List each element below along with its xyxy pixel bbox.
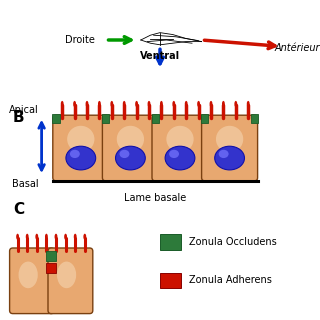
Ellipse shape	[172, 101, 175, 107]
FancyBboxPatch shape	[48, 248, 93, 314]
Bar	[46, 251, 56, 261]
Bar	[251, 114, 258, 123]
Ellipse shape	[83, 234, 86, 240]
Ellipse shape	[73, 101, 76, 107]
Bar	[152, 114, 159, 123]
Ellipse shape	[61, 101, 64, 107]
Text: Zonula Occludens: Zonula Occludens	[189, 237, 276, 247]
Ellipse shape	[16, 234, 19, 240]
Ellipse shape	[74, 234, 77, 240]
Ellipse shape	[247, 101, 250, 107]
FancyBboxPatch shape	[102, 115, 158, 181]
Ellipse shape	[64, 234, 67, 240]
Ellipse shape	[119, 150, 129, 158]
FancyBboxPatch shape	[202, 115, 258, 181]
Text: Basal: Basal	[12, 179, 38, 189]
Text: Droite: Droite	[65, 35, 95, 45]
Ellipse shape	[160, 101, 163, 107]
Bar	[160, 273, 181, 288]
Bar	[46, 263, 56, 273]
Ellipse shape	[45, 234, 48, 240]
FancyBboxPatch shape	[53, 115, 109, 181]
Ellipse shape	[169, 150, 179, 158]
Text: Ventral: Ventral	[140, 51, 180, 61]
Ellipse shape	[110, 101, 113, 107]
Ellipse shape	[117, 126, 144, 152]
Ellipse shape	[116, 146, 145, 170]
FancyBboxPatch shape	[152, 115, 208, 181]
Text: Zonula Adherens: Zonula Adherens	[189, 275, 272, 285]
Ellipse shape	[35, 234, 38, 240]
Ellipse shape	[166, 126, 194, 152]
Ellipse shape	[135, 101, 138, 107]
Ellipse shape	[66, 146, 96, 170]
Bar	[160, 234, 181, 250]
Bar	[102, 114, 109, 123]
Ellipse shape	[234, 101, 237, 107]
Bar	[52, 114, 60, 123]
Text: Antérieur: Antérieur	[275, 43, 320, 53]
Ellipse shape	[85, 101, 88, 107]
Text: Lame basale: Lame basale	[124, 193, 186, 203]
Text: C: C	[13, 202, 24, 217]
Ellipse shape	[57, 261, 76, 288]
Ellipse shape	[148, 101, 150, 107]
Ellipse shape	[123, 101, 126, 107]
Ellipse shape	[222, 101, 225, 107]
Ellipse shape	[210, 101, 212, 107]
Bar	[201, 114, 208, 123]
Ellipse shape	[197, 101, 200, 107]
Ellipse shape	[70, 150, 80, 158]
Ellipse shape	[216, 126, 243, 152]
Ellipse shape	[19, 261, 38, 288]
Ellipse shape	[26, 234, 29, 240]
Ellipse shape	[215, 146, 244, 170]
Ellipse shape	[67, 126, 94, 152]
FancyBboxPatch shape	[10, 248, 54, 314]
Ellipse shape	[185, 101, 188, 107]
Text: Apical: Apical	[9, 105, 38, 115]
Ellipse shape	[55, 234, 58, 240]
Text: B: B	[13, 110, 24, 125]
Ellipse shape	[165, 146, 195, 170]
Ellipse shape	[219, 150, 228, 158]
Ellipse shape	[98, 101, 101, 107]
